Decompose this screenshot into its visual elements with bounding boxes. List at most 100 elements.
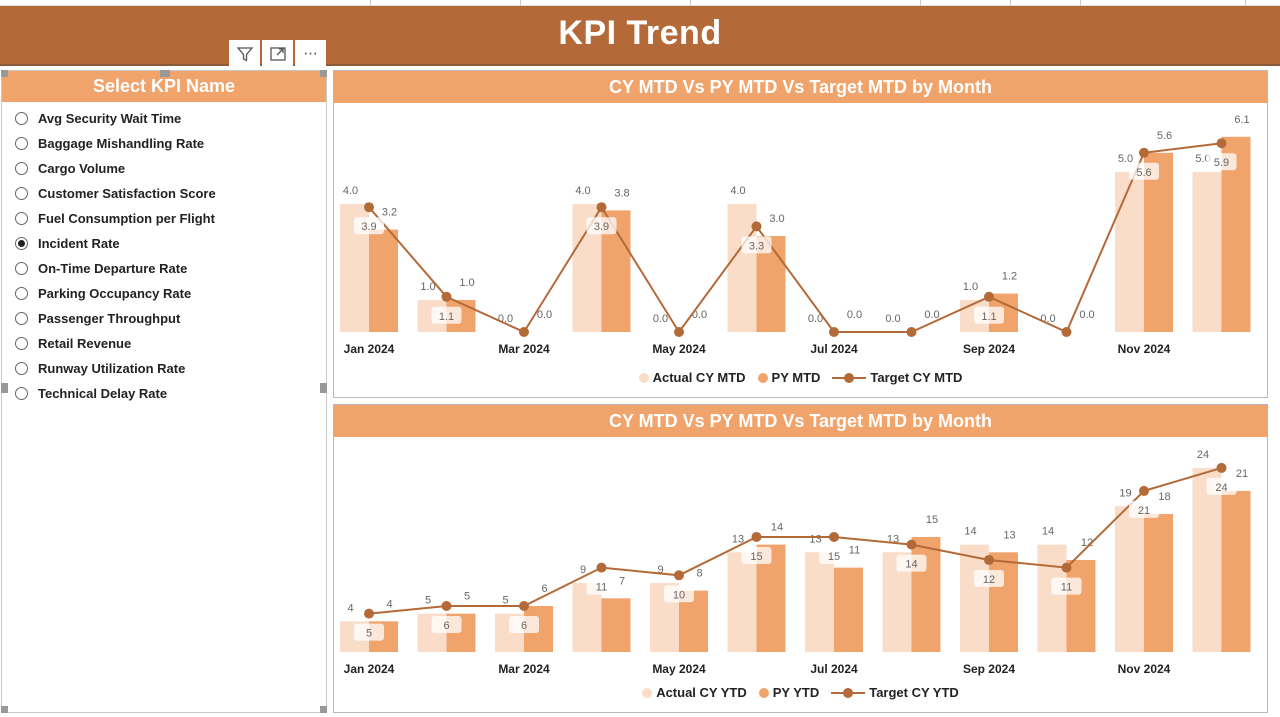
data-label: 4.0 [575,185,590,197]
radio-button-icon[interactable] [15,287,28,300]
target-point[interactable] [1139,485,1149,496]
target-point[interactable] [364,608,374,619]
legend-item[interactable]: Target CY YTD [831,685,959,700]
slicer-item[interactable]: Parking Occupancy Rate [2,281,326,306]
bar-actual[interactable] [805,552,834,652]
bar-actual[interactable] [1037,544,1067,652]
legend-item[interactable]: PY MTD [757,370,820,385]
radio-button-icon[interactable] [15,337,28,350]
data-label: 6.1 [1234,114,1249,126]
target-point[interactable] [984,554,994,565]
target-data-label: 21 [1138,505,1150,517]
resize-handle[interactable] [1,383,8,393]
target-point[interactable] [906,539,917,550]
radio-button-icon[interactable] [15,237,28,250]
radio-button-icon[interactable] [15,212,28,225]
target-point[interactable] [596,562,607,573]
bar-actual[interactable] [1192,467,1222,652]
target-point[interactable] [1216,462,1227,473]
legend-item[interactable]: Actual CY YTD [642,685,747,700]
slicer-item[interactable]: Fuel Consumption per Flight [2,206,326,231]
target-point[interactable] [984,291,994,302]
bar-actual[interactable] [1115,506,1144,652]
target-point[interactable] [751,531,762,542]
target-point[interactable] [596,202,607,213]
target-data-label: 3.3 [749,240,764,252]
target-point[interactable] [441,600,452,611]
data-label: 1.0 [459,277,474,289]
slicer-item[interactable]: Technical Delay Rate [2,381,326,406]
resize-handle[interactable] [320,706,327,713]
target-point[interactable] [1216,138,1227,149]
resize-handle[interactable] [320,383,327,393]
radio-button-icon[interactable] [15,162,28,175]
bar-actual[interactable] [727,552,757,652]
slicer-item[interactable]: Incident Rate [2,231,326,256]
mtd-combo-chart: 4.0 3.2 1.0 1.0 0.0 0.0 4.0 3.8 0.0 0.0 4.0 3.0 0.0 0… [340,114,1251,356]
target-point[interactable] [519,600,529,611]
bar-py[interactable] [834,567,863,652]
slicer-item[interactable]: Cargo Volume [2,156,326,181]
bar-py[interactable] [601,598,631,652]
target-data-label: 1.1 [981,311,996,323]
resize-handle[interactable] [320,70,327,77]
resize-handle[interactable] [1,706,8,713]
bar-actual[interactable] [1192,172,1222,332]
bar-actual[interactable] [1115,172,1144,332]
chart-title: CY MTD Vs PY MTD Vs Target MTD by Month [334,71,1267,103]
legend-item[interactable]: PY YTD [758,685,819,700]
bar-py[interactable] [1144,152,1173,332]
radio-button-icon[interactable] [15,362,28,375]
bar-py[interactable] [1144,513,1173,652]
slicer-item[interactable]: Customer Satisfaction Score [2,181,326,206]
filter-icon[interactable] [229,40,260,68]
data-label: 3.2 [382,207,397,219]
target-point[interactable] [906,327,917,337]
target-point[interactable] [519,327,529,337]
slicer-item[interactable]: Runway Utilization Rate [2,356,326,381]
bar-py[interactable] [1066,559,1096,652]
slicer-item[interactable]: Baggage Mishandling Rate [2,131,326,156]
bar-py[interactable] [989,552,1018,652]
data-label: 4 [347,602,353,614]
data-label: 14 [1042,526,1054,538]
bar-actual[interactable] [727,204,757,332]
target-point[interactable] [1061,327,1072,337]
slicer-item[interactable]: On-Time Departure Rate [2,256,326,281]
slicer-item[interactable]: Passenger Throughput [2,306,326,331]
legend-item[interactable]: Actual CY MTD [638,370,746,385]
bar-py[interactable] [369,229,398,332]
slicer-item-label: On-Time Departure Rate [38,261,188,276]
radio-button-icon[interactable] [15,262,28,275]
target-label-box [586,577,617,595]
resize-handle[interactable] [1,70,8,77]
radio-button-icon[interactable] [15,137,28,150]
target-point[interactable] [364,202,374,213]
radio-button-icon[interactable] [15,187,28,200]
radio-button-icon[interactable] [15,312,28,325]
slicer-item-label: Avg Security Wait Time [38,111,182,126]
radio-button-icon[interactable] [15,112,28,125]
target-point[interactable] [674,570,684,581]
x-tick-label: Jul 2024 [810,662,858,676]
slicer-item[interactable]: Avg Security Wait Time [2,106,326,131]
target-label-box [819,546,849,564]
target-point[interactable] [1139,147,1149,158]
target-point[interactable] [1061,562,1072,573]
focus-mode-icon[interactable] [262,40,293,68]
more-options-icon[interactable]: ··· [295,40,326,68]
target-point[interactable] [674,327,684,337]
bar-actual[interactable] [960,544,989,652]
slicer-item[interactable]: Retail Revenue [2,331,326,356]
target-point[interactable] [829,531,839,542]
radio-button-icon[interactable] [15,387,28,400]
data-label: 1.0 [420,281,435,293]
resize-handle[interactable] [160,70,170,77]
target-point[interactable] [751,221,762,232]
target-point[interactable] [441,291,452,302]
bar-py[interactable] [1221,490,1251,652]
bar-py[interactable] [911,536,941,652]
slicer-list: Avg Security Wait Time Baggage Mishandlin… [2,102,326,406]
target-point[interactable] [829,327,839,337]
legend-item[interactable]: Target CY MTD [832,370,962,385]
